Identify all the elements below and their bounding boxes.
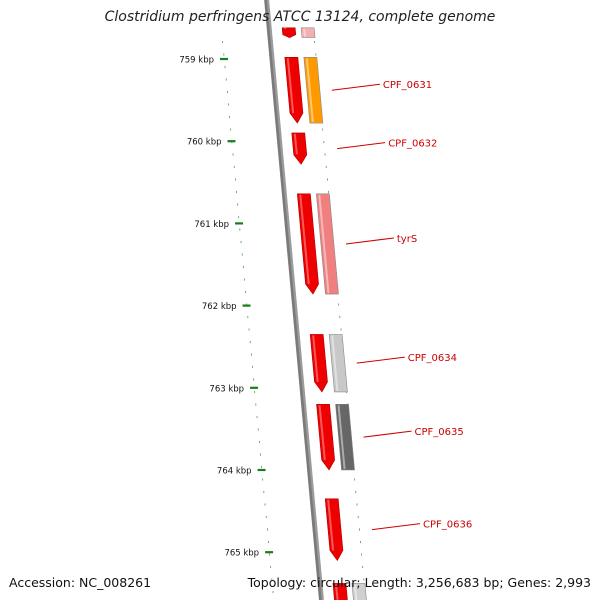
genome-summary-text: Topology: circular; Length: 3,256,683 bp… <box>248 575 591 590</box>
cds-arrow <box>285 57 303 123</box>
gene-label-leader <box>357 357 405 363</box>
cds-arrow <box>292 133 307 164</box>
gene-label: CPF_0632 <box>388 139 437 150</box>
scale-tick-label: 764 kbp <box>217 467 252 477</box>
gene-label: CPF_0634 <box>408 353 457 364</box>
scale-ticks-layer: 759 kbp 760 kbp 761 kbp 762 kbp 763 kbp 764 k… <box>179 56 273 559</box>
scale-tick-label: 759 kbp <box>179 56 214 66</box>
cds-arrow <box>317 404 335 470</box>
cds-arrow <box>325 499 343 561</box>
scale-tick-label: 761 kbp <box>194 220 229 230</box>
cds-arrow <box>310 334 327 392</box>
gene-label-leader <box>332 84 380 90</box>
gene-label-leader <box>372 524 420 530</box>
scale-tick-label: 763 kbp <box>209 384 244 394</box>
gene-label: CPF_0631 <box>383 80 432 91</box>
gene-label: CPF_0636 <box>423 520 472 531</box>
gene-label: tyrS <box>397 234 417 245</box>
gene-label: CPF_0635 <box>415 427 464 438</box>
scale-tick-label: 762 kbp <box>202 302 237 312</box>
scale-tick-label: 760 kbp <box>187 138 222 148</box>
gene-label-leader <box>364 431 412 437</box>
gene-label-leader <box>346 238 394 244</box>
gene-label-leader <box>337 143 385 149</box>
cds-arrow <box>282 28 296 38</box>
scale-tick-label: 765 kbp <box>224 549 259 559</box>
accession-text: Accession: NC_008261 <box>9 575 151 590</box>
map-title: Clostridium perfringens ATCC 13124, comp… <box>0 9 600 25</box>
gene-bar-highlight <box>304 29 305 37</box>
